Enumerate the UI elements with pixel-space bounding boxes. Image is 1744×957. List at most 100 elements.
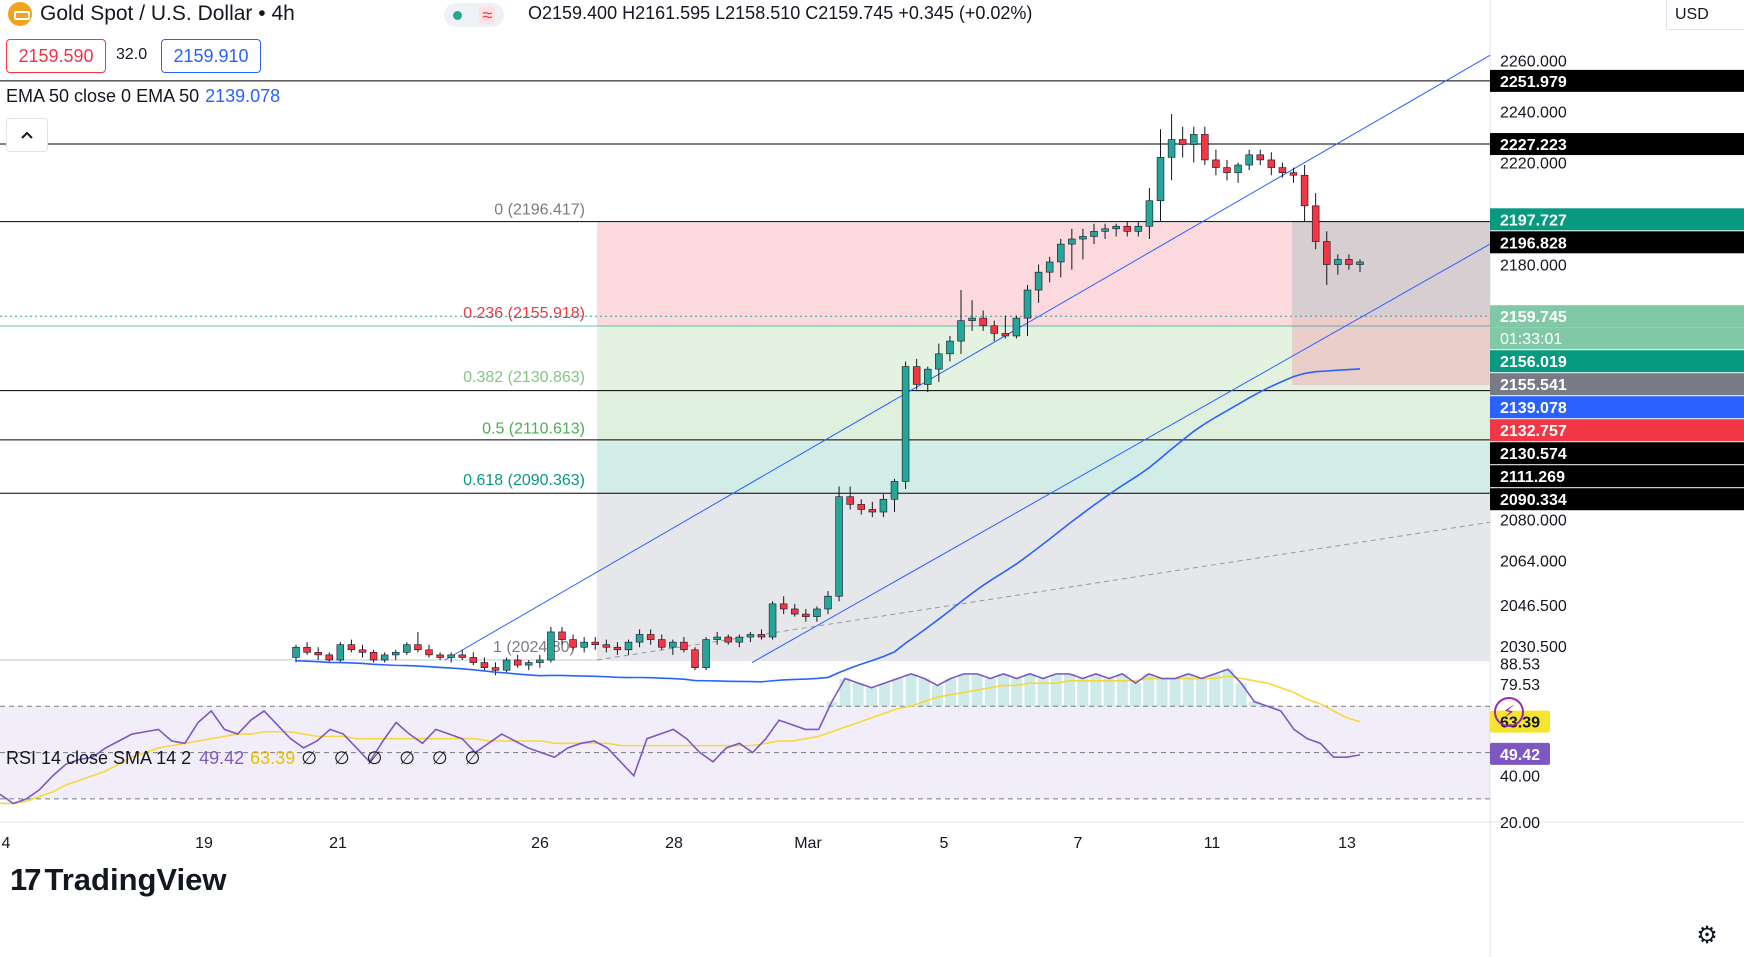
candle-body xyxy=(1057,243,1065,263)
buy-button[interactable]: 2159.910 xyxy=(161,39,261,73)
chevron-up-icon xyxy=(21,131,33,139)
candle-body xyxy=(1201,134,1209,161)
candle-body xyxy=(768,603,777,638)
ema-legend-value: 2139.078 xyxy=(205,86,281,106)
candle-body xyxy=(292,646,300,658)
candle-body xyxy=(303,646,311,653)
rsi-axis-tick: 88.53 xyxy=(1500,656,1540,673)
channel-upper-line xyxy=(444,54,1491,661)
candle-body xyxy=(447,654,455,658)
candle-body xyxy=(1068,238,1076,245)
fib-level-label: 0.618 (2090.363) xyxy=(463,472,585,489)
price-tag-label: 2139.078 xyxy=(1500,400,1567,417)
rsi-legend-sma-value: 63.39 xyxy=(250,748,296,768)
time-axis-tick: 26 xyxy=(531,835,549,852)
candle-body xyxy=(1278,167,1287,173)
price-tag-label: 2090.334 xyxy=(1500,492,1567,509)
candle-body xyxy=(1134,225,1143,232)
candle-body xyxy=(779,603,788,610)
candle-body xyxy=(1267,159,1276,168)
candle-body xyxy=(613,646,622,651)
candle-body xyxy=(946,340,954,355)
candle-body xyxy=(602,644,611,648)
candle-body xyxy=(480,662,489,668)
candle-body xyxy=(1178,139,1187,145)
price-axis-tick: 2240.000 xyxy=(1500,104,1567,121)
price-tag xyxy=(1490,69,1744,92)
candle-body xyxy=(935,353,943,370)
candle-body xyxy=(436,654,444,658)
candle-body xyxy=(525,662,533,666)
candle-body xyxy=(1012,317,1021,337)
symbol-title[interactable]: Gold Spot / U.S. Dollar • 4h xyxy=(8,2,295,26)
tradingview-logo[interactable]: 17 TradingView xyxy=(10,862,227,898)
candle-body xyxy=(846,496,854,505)
price-axis-tick: 2046.500 xyxy=(1500,598,1567,615)
fib-level-label: 0 (2196.417) xyxy=(494,202,585,219)
position-stop-zone xyxy=(1292,316,1490,386)
market-status-dot-icon xyxy=(452,10,462,20)
candle-body xyxy=(558,631,566,640)
candle-body xyxy=(425,649,433,656)
bar-countdown-tag xyxy=(1490,327,1744,350)
rsi-axis-tick: 20.00 xyxy=(1500,815,1540,832)
rsi-value-tag xyxy=(1490,742,1550,765)
tradingview-logo-mark: 17 xyxy=(10,862,42,897)
candle-body xyxy=(1345,259,1353,265)
candle-body xyxy=(458,654,466,658)
candle-body xyxy=(879,498,888,513)
candle-body xyxy=(658,639,666,648)
rsi-legend-placeholders: ∅ ∅ ∅ ∅ ∅ ∅ xyxy=(301,748,487,768)
currency-selector[interactable]: USD xyxy=(1666,0,1744,30)
candle-body xyxy=(901,366,910,482)
ema-legend-label: EMA 50 close 0 EMA 50 xyxy=(6,86,200,106)
candle-body xyxy=(502,659,511,671)
flash-icon[interactable]: ⚡ xyxy=(1494,697,1524,727)
price-tag xyxy=(1490,350,1744,373)
price-axis-tick: 2064.000 xyxy=(1500,553,1567,570)
sell-button[interactable]: 2159.590 xyxy=(6,39,106,73)
fib-level-label: 0.236 (2155.918) xyxy=(463,305,585,322)
price-tag-label: 2156.019 xyxy=(1500,354,1567,371)
rsi-value-tag-label: 49.42 xyxy=(1500,747,1540,764)
time-axis-tick: 7 xyxy=(1074,835,1083,852)
candle-body xyxy=(868,509,877,513)
price-axis-tick: 2030.500 xyxy=(1500,639,1567,656)
market-status-pill[interactable]: ≈ xyxy=(444,3,504,27)
candle-body xyxy=(835,496,843,597)
candle-body xyxy=(547,631,555,661)
candle-body xyxy=(691,649,699,668)
candle-body xyxy=(347,644,356,651)
rsi-axis-tick: 40.00 xyxy=(1500,769,1540,786)
candle-body xyxy=(1112,225,1120,230)
price-tag xyxy=(1490,373,1744,396)
candle-body xyxy=(968,317,976,321)
collapse-legend-button[interactable] xyxy=(6,118,48,152)
rsi-legend[interactable]: RSI 14 close SMA 14 2 49.42 63.39 ∅ ∅ ∅ ∅ ∅… xyxy=(6,748,486,769)
candle-body xyxy=(957,320,965,342)
candle-body xyxy=(924,368,932,385)
settings-icon[interactable]: ⚙ xyxy=(1696,921,1718,949)
candle-body xyxy=(536,659,544,663)
candle-body xyxy=(325,654,333,661)
candle-body xyxy=(1245,154,1253,166)
ohlc-values: O2159.400 H2161.595 L2158.510 C2159.745 … xyxy=(528,3,1033,23)
price-tag-label: 2227.223 xyxy=(1500,137,1567,154)
candle-body xyxy=(314,652,322,656)
price-tag-label: 2159.745 xyxy=(1500,309,1567,326)
price-tag xyxy=(1490,231,1744,254)
candle-body xyxy=(1256,154,1264,161)
candle-body xyxy=(813,608,821,617)
price-tag-label: 2197.727 xyxy=(1500,212,1567,229)
price-tag-label: 2251.979 xyxy=(1500,74,1567,91)
time-axis-tick: 4 xyxy=(2,835,11,852)
candle-body xyxy=(414,644,422,651)
price-axis-tick: 2220.000 xyxy=(1500,155,1567,172)
ema-legend[interactable]: EMA 50 close 0 EMA 50 2139.078 xyxy=(6,86,280,107)
candle-body xyxy=(1167,139,1176,158)
candle-body xyxy=(1034,271,1043,291)
time-axis-tick: 11 xyxy=(1204,835,1221,852)
candle-body xyxy=(680,641,688,651)
candle-body xyxy=(403,644,411,653)
